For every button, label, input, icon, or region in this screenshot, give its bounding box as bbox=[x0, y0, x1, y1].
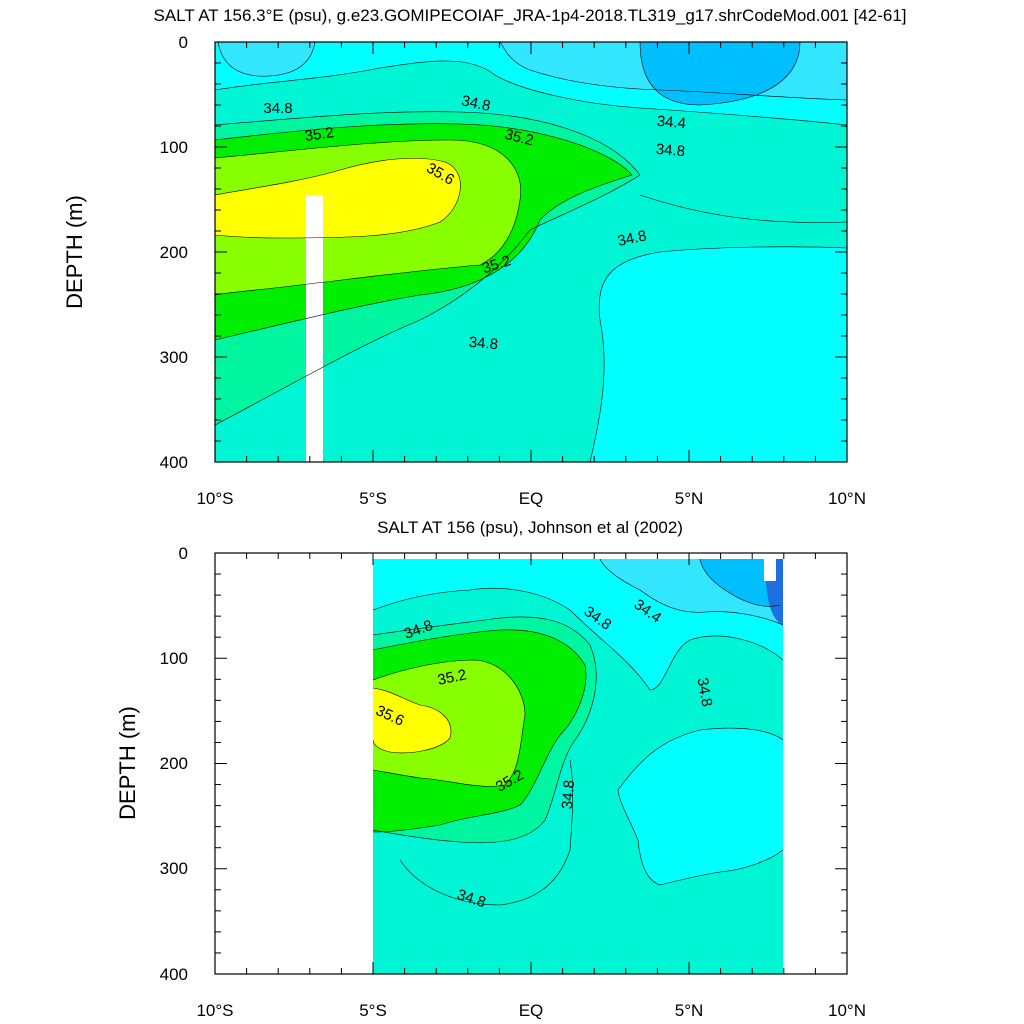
contour-label: 34.8 bbox=[468, 334, 499, 353]
fill-34-6-deep bbox=[590, 246, 847, 462]
panel-top: SALT AT 156.3°E (psu), g.e23.GOMIPECOIAF… bbox=[62, 6, 907, 508]
fill-34-6-deep bbox=[618, 728, 783, 885]
contour-fills bbox=[373, 559, 783, 974]
contour-labels: 34.8 34.8 34.4 35.2 35.2 34.8 35.6 34.8 … bbox=[263, 92, 686, 353]
contour-label: 34.8 bbox=[263, 100, 292, 117]
contour-lines bbox=[373, 559, 783, 906]
y-tick-label: 200 bbox=[160, 754, 188, 773]
x-tick-label: 10°N bbox=[828, 489, 866, 508]
y-tick-labels: 0 100 200 300 400 bbox=[160, 544, 188, 984]
chart-title: SALT AT 156 (psu), Johnson et al (2002) bbox=[377, 518, 683, 537]
y-axis-label: DEPTH (m) bbox=[62, 195, 87, 309]
y-tick-label: 400 bbox=[160, 965, 188, 984]
contour-label: 34.8 bbox=[460, 92, 492, 115]
x-tick-label: 5°N bbox=[675, 489, 704, 508]
x-tick-label: 10°S bbox=[196, 489, 233, 508]
contour-label: 34.8 bbox=[616, 227, 648, 250]
y-tick-label: 0 bbox=[179, 544, 188, 563]
y-tick-labels: 0 100 200 300 400 bbox=[160, 33, 188, 472]
fill-35-6 bbox=[215, 158, 461, 238]
fill-34-2 bbox=[700, 559, 780, 607]
y-tick-label: 100 bbox=[160, 138, 188, 157]
y-tick-label: 400 bbox=[160, 453, 188, 472]
x-tick-label: 5°N bbox=[675, 1001, 704, 1020]
y-tick-label: 0 bbox=[179, 33, 188, 52]
axis-ticks bbox=[214, 552, 848, 975]
fill-34-4-left bbox=[218, 42, 315, 77]
contour-label: 34.8 bbox=[655, 141, 686, 160]
y-tick-label: 300 bbox=[160, 859, 188, 878]
x-tick-labels: 10°S 5°S EQ 5°N 10°N bbox=[196, 489, 866, 508]
contour-fills bbox=[215, 42, 847, 462]
contour-label: 35.2 bbox=[304, 124, 335, 145]
panel-bottom: SALT AT 156 (psu), Johnson et al (2002) bbox=[115, 518, 866, 1020]
contour-label: 34.4 bbox=[656, 113, 687, 132]
x-tick-label: 10°N bbox=[828, 1001, 866, 1020]
contour-label: 35.2 bbox=[503, 126, 535, 150]
contour-label: 35.2 bbox=[436, 666, 468, 689]
y-tick-label: 100 bbox=[160, 649, 188, 668]
chart-title: SALT AT 156.3°E (psu), g.e23.GOMIPECOIAF… bbox=[153, 6, 906, 25]
x-tick-label: 10°S bbox=[196, 1001, 233, 1020]
y-axis-label: DEPTH (m) bbox=[115, 706, 140, 820]
missing-strip bbox=[306, 195, 323, 462]
missing-patch bbox=[764, 559, 776, 581]
y-tick-label: 300 bbox=[160, 348, 188, 367]
fill-35-6 bbox=[373, 688, 451, 753]
x-tick-label: 5°S bbox=[359, 1001, 387, 1020]
x-tick-label: EQ bbox=[519, 489, 544, 508]
axis-ticks bbox=[214, 41, 848, 463]
x-tick-label: EQ bbox=[519, 1001, 544, 1020]
fill-34-2 bbox=[640, 42, 800, 105]
contour-label: 34.8 bbox=[559, 779, 578, 810]
y-tick-label: 200 bbox=[160, 243, 188, 262]
x-tick-label: 5°S bbox=[359, 489, 387, 508]
contour-label: 34.8 bbox=[694, 676, 716, 708]
contour-lines bbox=[215, 42, 847, 462]
x-tick-labels: 10°S 5°S EQ 5°N 10°N bbox=[196, 1001, 866, 1020]
